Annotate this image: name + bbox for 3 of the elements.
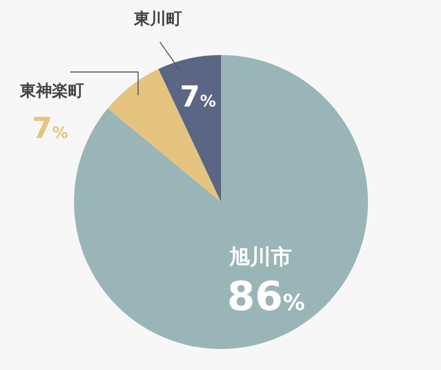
slice-label: 東神楽町 (19, 81, 84, 100)
slice-label: 旭川市 (228, 244, 292, 269)
slice-label: 東川町 (132, 9, 182, 28)
